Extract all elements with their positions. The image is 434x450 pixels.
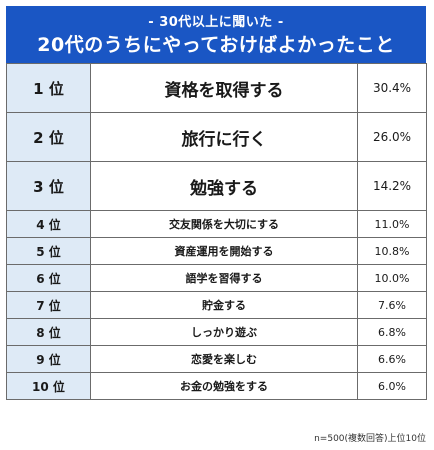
table-row: 4 位交友関係を大切にする 11.0%: [6, 210, 427, 238]
table-row: 2 位旅行に行く 26.0%: [6, 112, 427, 162]
rank-cell: 8 位: [6, 318, 91, 346]
value-cell: 7.6%: [357, 291, 427, 319]
item-cell: お金の勉強をする: [90, 372, 358, 400]
value-cell: 30.4%: [357, 63, 427, 113]
table-row: 1 位資格を取得する 30.4%: [6, 63, 427, 113]
item-cell: 旅行に行く: [90, 112, 358, 162]
item-cell: 資産運用を開始する: [90, 237, 358, 265]
value-cell: 6.6%: [357, 345, 427, 373]
subtitle: - 30代以上に聞いた -: [148, 15, 284, 30]
ranking-table: 1 位資格を取得する 30.4% 2 位旅行に行く 26.0% 3 位勉強する 14.2%…: [6, 63, 427, 400]
item-cell: 勉強する: [90, 161, 358, 211]
rank-cell: 10 位: [6, 372, 91, 400]
table-row: 3 位勉強する 14.2%: [6, 161, 427, 211]
table-row: 9 位恋愛を楽しむ 6.6%: [6, 345, 427, 373]
rank-cell: 6 位: [6, 264, 91, 292]
footnote: n=500(複数回答)上位10位: [314, 434, 426, 444]
table-row: 5 位資産運用を開始する 10.8%: [6, 237, 427, 265]
item-cell: 語学を習得する: [90, 264, 358, 292]
rank-cell: 2 位: [6, 112, 91, 162]
table-row: 7 位貯金する 7.6%: [6, 291, 427, 319]
rank-cell: 4 位: [6, 210, 91, 238]
table-row: 10 位お金の勉強をする 6.0%: [6, 372, 427, 400]
item-cell: 交友関係を大切にする: [90, 210, 358, 238]
item-cell: 資格を取得する: [90, 63, 358, 113]
value-cell: 11.0%: [357, 210, 427, 238]
item-cell: 恋愛を楽しむ: [90, 345, 358, 373]
value-cell: 10.0%: [357, 264, 427, 292]
chart-title: 20代のうちにやっておけばよかったこと: [37, 34, 395, 56]
value-cell: 10.8%: [357, 237, 427, 265]
rank-cell: 3 位: [6, 161, 91, 211]
table-row: 6 位語学を習得する 10.0%: [6, 264, 427, 292]
table-row: 8 位しっかり遊ぶ 6.8%: [6, 318, 427, 346]
value-cell: 26.0%: [357, 112, 427, 162]
value-cell: 6.0%: [357, 372, 427, 400]
item-cell: 貯金する: [90, 291, 358, 319]
value-cell: 14.2%: [357, 161, 427, 211]
item-cell: しっかり遊ぶ: [90, 318, 358, 346]
value-cell: 6.8%: [357, 318, 427, 346]
rank-cell: 5 位: [6, 237, 91, 265]
rank-cell: 9 位: [6, 345, 91, 373]
rank-cell: 1 位: [6, 63, 91, 113]
title-banner: - 30代以上に聞いた - 20代のうちにやっておけばよかったこと: [6, 6, 426, 63]
rank-cell: 7 位: [6, 291, 91, 319]
